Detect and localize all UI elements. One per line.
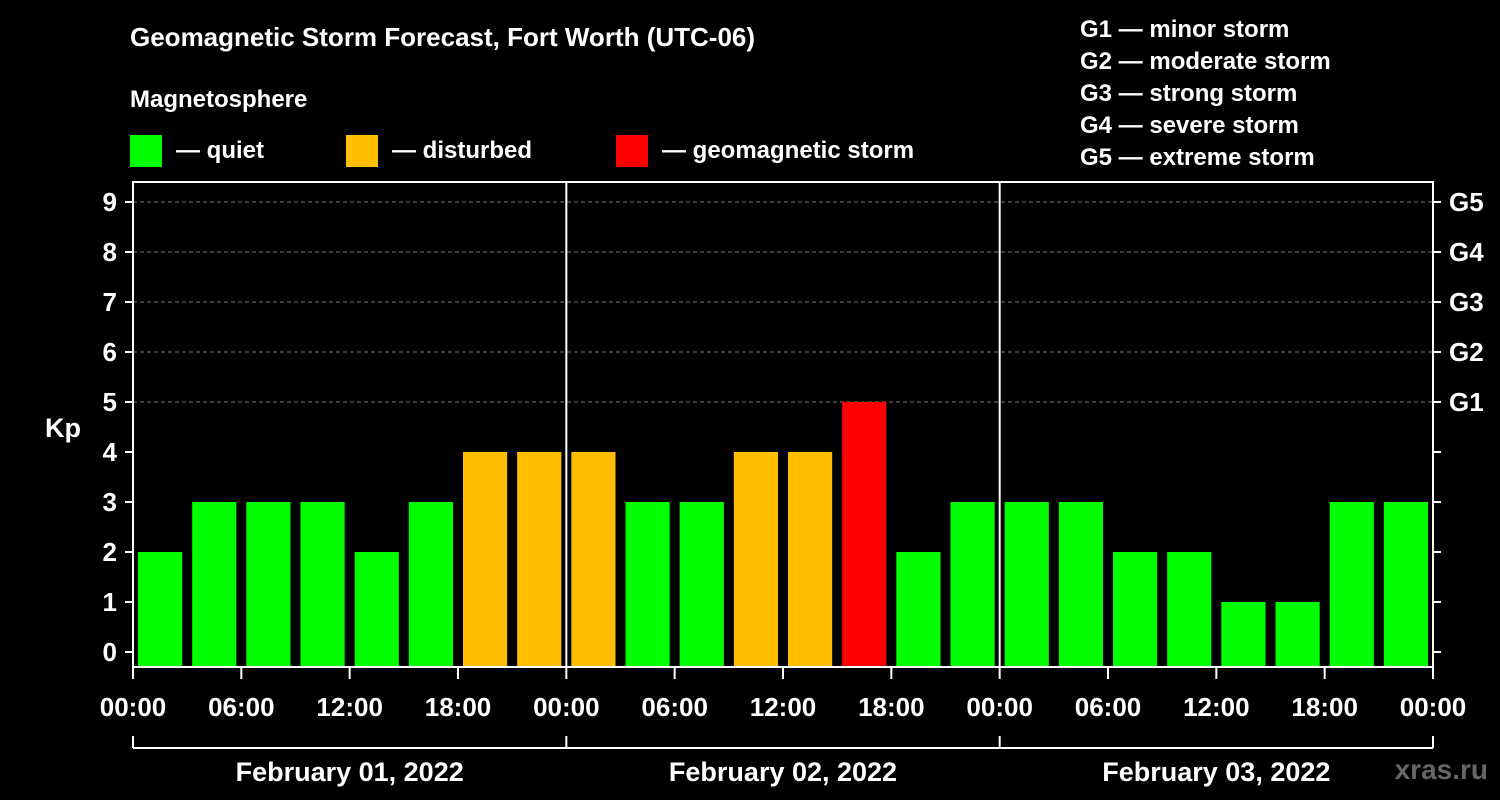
- y-tick-label: 8: [103, 237, 117, 267]
- g-scale-key: G1 — minor storm G2 — moderate storm G3 …: [1080, 14, 1331, 174]
- g-scale-tick-label: G2: [1449, 337, 1484, 367]
- kp-bar: [1383, 502, 1428, 667]
- g-scale-g2: G2 — moderate storm: [1080, 48, 1331, 75]
- grid-layer: [133, 201, 1433, 403]
- kp-bar: [1004, 502, 1049, 667]
- kp-bar: [463, 452, 508, 667]
- legend-item-quiet: — quiet: [130, 134, 264, 168]
- x-tick-label: 06:00: [641, 692, 708, 722]
- kp-bar: [354, 552, 399, 667]
- kp-bar: [1275, 602, 1320, 667]
- kp-bar: [138, 552, 183, 667]
- legend-label-storm: — geomagnetic storm: [662, 137, 915, 164]
- day-label: February 01, 2022: [236, 757, 464, 787]
- kp-bar: [246, 502, 291, 667]
- legend-item-storm: — geomagnetic storm: [616, 134, 914, 168]
- y-tick-label: 3: [103, 487, 117, 517]
- legend-label-quiet: — quiet: [176, 137, 264, 164]
- y-tick-label: 6: [103, 337, 117, 367]
- kp-bar: [679, 502, 724, 667]
- kp-bar: [571, 452, 616, 667]
- g-scale-tick-label: G5: [1449, 187, 1484, 217]
- kp-bar: [517, 452, 562, 667]
- kp-bar: [788, 452, 833, 667]
- y-tick-label: 4: [103, 437, 118, 467]
- kp-bar: [300, 502, 345, 667]
- y-tick-label: 9: [103, 187, 117, 217]
- x-tick-label: 06:00: [208, 692, 275, 722]
- legend-heading: Magnetosphere: [130, 86, 308, 113]
- y-tick-label: 7: [103, 287, 117, 317]
- y-tick-label: 0: [103, 637, 117, 667]
- kp-bar: [896, 552, 941, 667]
- kp-bar: [1113, 552, 1158, 667]
- bar-layer: [138, 402, 1428, 667]
- x-tick-label: 18:00: [425, 692, 492, 722]
- kp-bar: [733, 452, 778, 667]
- legend-swatch-disturbed: [346, 135, 378, 167]
- g-scale-g5: G5 — extreme storm: [1080, 144, 1315, 171]
- x-tick-label: 12:00: [316, 692, 383, 722]
- g-scale-tick-label: G4: [1449, 237, 1484, 267]
- x-tick-label: 00:00: [1400, 692, 1467, 722]
- x-tick-label: 12:00: [750, 692, 817, 722]
- legend-swatch-storm: [616, 135, 648, 167]
- kp-bar: [950, 502, 995, 667]
- day-label: February 03, 2022: [1102, 757, 1330, 787]
- kp-bar: [1058, 502, 1103, 667]
- y-tick-label: 2: [103, 537, 117, 567]
- y-axis-label: Kp: [45, 413, 81, 443]
- kp-bar: [1221, 602, 1266, 667]
- kp-bar: [625, 502, 670, 667]
- kp-bar: [408, 502, 453, 667]
- g-scale-g3: G3 — strong storm: [1080, 80, 1298, 107]
- g-scale-tick-label: G3: [1449, 287, 1484, 317]
- credit-text: xras.ru: [1394, 754, 1488, 785]
- legend-item-disturbed: — disturbed: [346, 134, 532, 168]
- x-tick-label: 00:00: [100, 692, 167, 722]
- x-tick-label: 00:00: [966, 692, 1033, 722]
- kp-bar: [1167, 552, 1212, 667]
- g-scale-g4: G4 — severe storm: [1080, 112, 1299, 139]
- g-scale-g1: G1 — minor storm: [1080, 16, 1290, 43]
- x-tick-label: 18:00: [858, 692, 925, 722]
- kp-bar: [1329, 502, 1374, 667]
- x-tick-label: 06:00: [1075, 692, 1142, 722]
- y-tick-label: 1: [103, 587, 117, 617]
- tick-layer: 0 1 2 3 4 5 6 7 8 9 G1 G2 G3 G4 G5 00:00 06:00 12:00 18:00…: [100, 187, 1484, 787]
- legend-label-disturbed: — disturbed: [392, 137, 533, 164]
- kp-bar: [842, 402, 887, 667]
- legend-swatch-quiet: [130, 135, 162, 167]
- y-tick-label: 5: [103, 387, 117, 417]
- x-tick-label: 00:00: [533, 692, 600, 722]
- kp-bar: [192, 502, 237, 667]
- chart-title: Geomagnetic Storm Forecast, Fort Worth (…: [130, 22, 756, 52]
- x-tick-label: 18:00: [1291, 692, 1358, 722]
- g-scale-tick-label: G1: [1449, 387, 1484, 417]
- day-label: February 02, 2022: [669, 757, 897, 787]
- x-tick-label: 12:00: [1183, 692, 1250, 722]
